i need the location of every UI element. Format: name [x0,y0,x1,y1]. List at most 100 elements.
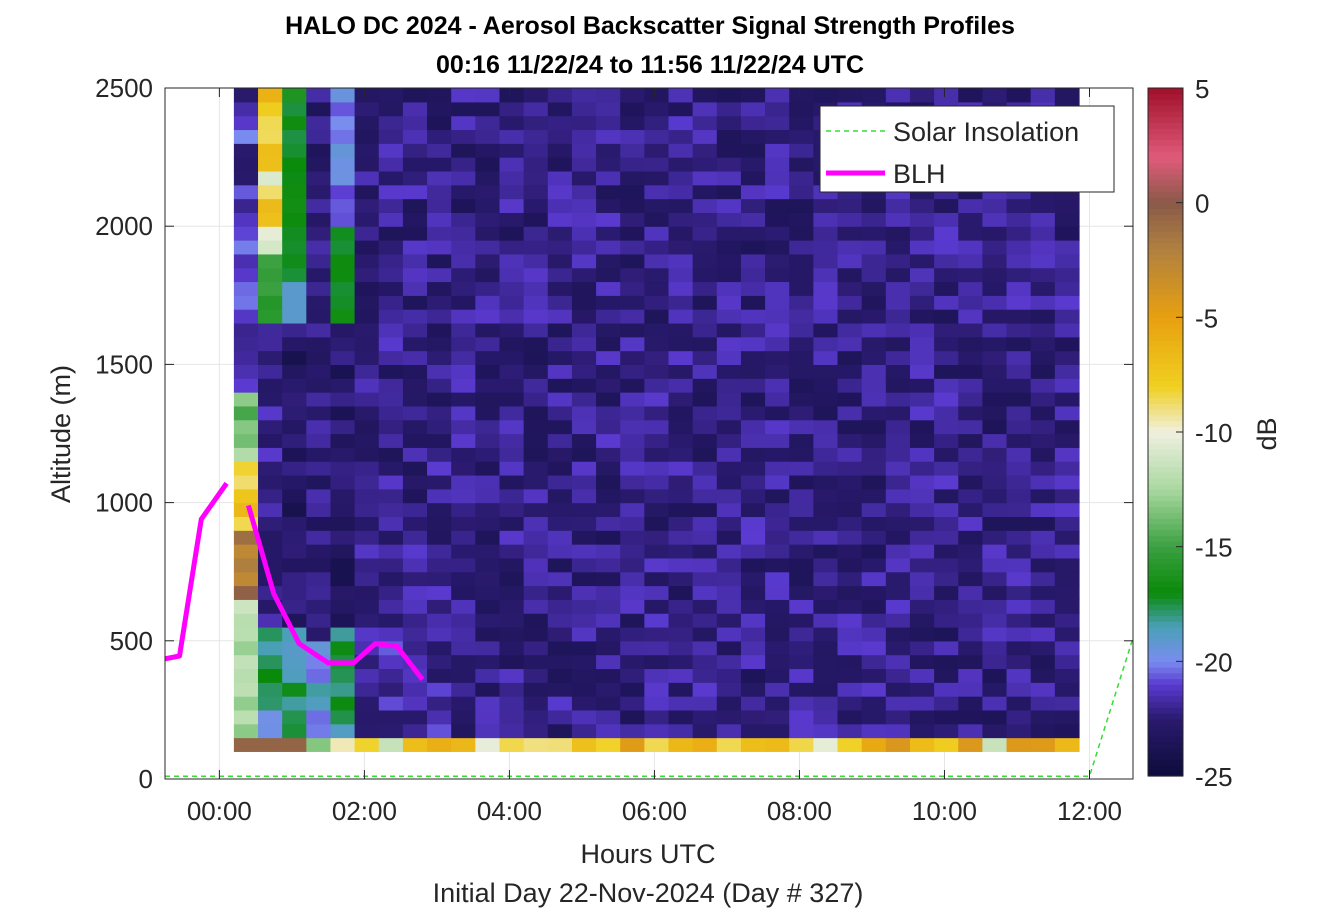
heatmap-cell [644,723,670,739]
heatmap-cell [813,502,839,518]
colorbar-segment [1148,351,1183,359]
heatmap-cell [571,544,597,559]
heatmap-cell [282,447,307,462]
heatmap-cell [427,419,452,435]
heatmap-cell [958,336,983,352]
heatmap-cell [837,737,863,752]
colorbar-segment [1148,225,1183,232]
heatmap-cell [475,157,501,172]
heatmap-cell [789,212,814,227]
heatmap-cell [354,336,380,352]
heatmap-cell [451,502,476,518]
heatmap-cell [233,723,259,739]
heatmap-cell [692,447,718,462]
heatmap-cell [282,599,307,614]
heatmap-cell [1006,295,1032,310]
heatmap-cell [692,226,718,241]
heatmap-cell [330,309,356,324]
heatmap-cell [692,668,718,683]
heatmap-cell [861,364,887,379]
heatmap-cell [716,668,742,683]
heatmap-cell [934,309,959,324]
heatmap-cell [378,240,404,255]
heatmap-cell [571,115,597,131]
heatmap-cell [765,447,790,462]
heatmap-cell [668,544,694,559]
heatmap-cell [378,184,404,200]
heatmap-cell [740,488,766,504]
heatmap-cell [499,599,525,614]
heatmap-cell [233,226,259,241]
heatmap-cell [692,392,718,407]
heatmap-cell [740,405,766,421]
heatmap-cell [233,544,259,559]
heatmap-cell [402,461,428,476]
heatmap-cell [475,364,501,379]
colorbar-segment [1148,340,1183,347]
heatmap-cell [861,295,887,310]
heatmap-cell [934,322,959,338]
heatmap-cell [765,88,790,103]
heatmap-cell [451,709,476,725]
heatmap-cell [765,364,790,379]
heatmap-cell [427,322,452,338]
heatmap-cell [499,129,525,144]
heatmap-cell [1006,571,1032,587]
heatmap-cell [451,378,476,393]
heatmap-cell [1006,447,1032,462]
heatmap-cell [934,502,959,518]
heatmap-cell [523,295,549,310]
colorbar-segment [1148,391,1183,399]
heatmap-cell [306,309,332,324]
heatmap-cell [523,626,549,642]
heatmap-cell [571,143,597,158]
colorbar-segment [1148,712,1183,720]
heatmap-cell [934,212,959,227]
heatmap-cell [306,295,332,310]
heatmap-cell [475,557,501,573]
y-tick-label: 1500 [95,349,153,379]
heatmap-cell [547,737,573,752]
heatmap-cell [668,364,694,379]
heatmap-cell [789,654,814,670]
heatmap-cell [330,101,356,117]
heatmap-cell [644,419,670,435]
heatmap-cell [596,143,621,158]
colorbar-tick-label: -20 [1195,647,1233,677]
heatmap-cell [644,364,670,379]
heatmap-cell [620,571,645,587]
heatmap-cell [282,281,307,296]
heatmap-cell [1054,461,1080,476]
heatmap-cell [909,392,935,407]
heatmap-cell [402,392,428,407]
heatmap-cell [282,143,307,158]
heatmap-cell [813,419,839,435]
colorbar-segment [1148,397,1183,404]
heatmap-cell [789,88,814,103]
heatmap-cell [475,212,501,227]
heatmap-cell [378,723,404,739]
heatmap-cell [258,447,283,462]
heatmap-cell [523,309,549,324]
heatmap-cell [258,88,283,103]
heatmap-cell [789,281,814,296]
heatmap-cell [427,170,452,186]
heatmap-cell [837,212,863,227]
heatmap-cell [934,474,959,490]
heatmap-cell [789,226,814,241]
heatmap-cell [934,378,959,393]
heatmap-cell [499,184,525,200]
heatmap-cell [258,709,283,725]
heatmap-cell [547,557,573,573]
heatmap-cell [765,157,790,172]
heatmap-cell [378,350,404,365]
heatmap-cell [982,447,1008,462]
heatmap-cell [837,198,863,213]
heatmap-cell [596,295,621,310]
heatmap-cell [475,474,501,490]
heatmap-cell [861,557,887,573]
heatmap-cell [475,322,501,338]
heatmap-cell [475,170,501,186]
heatmap-cell [258,198,283,213]
heatmap-cell [523,322,549,338]
